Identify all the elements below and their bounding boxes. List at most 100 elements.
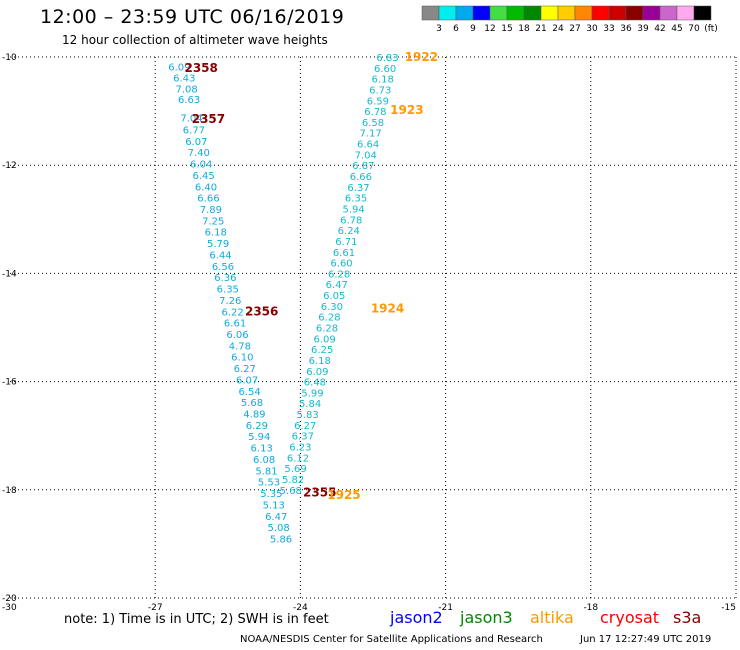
latitude-label: -18 [2, 486, 17, 496]
time-mark: 2356 [245, 304, 278, 318]
page-title: 12:00 – 23:59 UTC 06/16/2019 [40, 6, 345, 28]
longitude-label: -30 [2, 603, 17, 610]
wave-height-value: 6.43 [173, 74, 195, 85]
wave-height-value: 5.08 [267, 523, 289, 534]
longitude-label: -21 [438, 603, 453, 610]
colorbar-label: (ft) [704, 24, 718, 34]
wave-height-value: 5.68 [241, 398, 263, 409]
wave-height-value: 6.28 [318, 313, 340, 324]
wave-height-value: 5.53 [258, 478, 280, 489]
longitude-label: -27 [148, 603, 163, 610]
wave-height-value: 6.61 [333, 248, 355, 259]
legend-jason2: jason2 [390, 608, 443, 627]
wave-height-value: 5.68 [280, 486, 302, 497]
longitude-label: -15 [721, 603, 736, 610]
wave-height-value: 6.87 [352, 161, 374, 172]
wave-height-value: 6.09 [313, 334, 335, 345]
wave-height-value: 6.47 [326, 280, 348, 291]
wave-height-value: 6.05 [323, 291, 345, 302]
colorbar-label: 15 [501, 24, 512, 34]
wave-height-value: 6.37 [347, 183, 369, 194]
time-mark: 2355 [303, 486, 336, 500]
wave-height-value: 6.28 [316, 324, 338, 335]
wave-height-value: 6.10 [231, 353, 253, 364]
wave-height-value: 5.99 [301, 388, 323, 399]
colorbar-label: 42 [654, 24, 665, 34]
colorbar-label: 30 [586, 24, 598, 34]
time-mark: 2358 [184, 61, 217, 75]
wave-height-value: 5.84 [299, 399, 321, 410]
wave-height-value: 6.18 [372, 75, 394, 86]
wave-height-value: 6.18 [309, 356, 331, 367]
time-mark: 1923 [390, 103, 423, 117]
page-subtitle: 12 hour collection of altimeter wave hei… [62, 33, 328, 47]
colorbar-label: 24 [552, 24, 564, 34]
wave-height-value: 5.69 [284, 464, 306, 475]
wave-height-value: 7.26 [219, 296, 241, 307]
wave-height-value: 6.54 [238, 387, 260, 398]
wave-height-value: 5.81 [255, 466, 277, 477]
wave-height-value: 6.48 [304, 378, 326, 389]
colorbar-label: 45 [671, 24, 682, 34]
wave-height-value: 6.37 [292, 432, 314, 443]
wave-height-value: 6.44 [209, 250, 231, 261]
wave-height-value: 6.07 [185, 137, 207, 148]
wave-height-value: 7.17 [359, 129, 381, 140]
wave-height-value: 6.04 [190, 160, 212, 171]
wave-height-value: 6.77 [183, 125, 205, 136]
track-altika: 6.836.606.186.736.596.786.587.176.647.04… [280, 50, 439, 502]
colorbar-label: 27 [569, 24, 580, 34]
time-mark: 2357 [192, 112, 225, 126]
colorbar-label: 33 [603, 24, 614, 34]
colorbar-label: 18 [518, 24, 530, 34]
wave-height-value: 4.89 [243, 410, 265, 421]
latitude-label: -16 [2, 378, 17, 388]
legend-altika: altika [530, 608, 574, 627]
longitude-label: -18 [583, 603, 598, 610]
wave-height-value: 6.71 [335, 237, 357, 248]
colorbar-label: 9 [470, 24, 476, 34]
wave-height-value: 6.18 [205, 228, 227, 239]
wave-height-value: 5.83 [297, 410, 319, 421]
colorbar-label: 70 [688, 24, 700, 34]
time-mark: 1925 [327, 488, 360, 502]
wave-height-value: 6.83 [376, 53, 398, 64]
wave-height-value: 6.45 [192, 171, 214, 182]
wave-height-value: 5.82 [282, 475, 304, 486]
wave-height-value: 6.09 [168, 63, 190, 74]
wave-height-map: -10 -12 -14 -16 -18 -20-30 -27 -24 -21 -18 -15 6.09… [2, 50, 737, 610]
wave-height-value: 6.28 [328, 269, 350, 280]
colorbar-label: 3 [436, 24, 442, 34]
wave-height-value: 7.08 [176, 84, 198, 95]
wave-height-value: 6.22 [222, 307, 244, 318]
legend-jason3: jason3 [460, 608, 513, 627]
colorbar-label: 6 [453, 24, 459, 34]
wave-height-value: 7.04 [180, 114, 202, 125]
wave-height-value: 6.61 [224, 319, 246, 330]
wave-height-value: 6.59 [367, 96, 389, 107]
wave-height-value: 7.04 [355, 150, 377, 161]
wave-height-value: 5.35 [260, 489, 282, 500]
track-cryosat: 6.096.437.086.637.046.776.077.406.046.45… [168, 61, 336, 546]
wave-height-value: 6.07 [236, 375, 258, 386]
latitude-label: -10 [2, 53, 17, 63]
colorbar-label: 12 [484, 24, 495, 34]
wave-height-value: 6.23 [289, 443, 311, 454]
wave-height-value: 6.66 [197, 194, 219, 205]
wave-height-value: 6.78 [364, 107, 386, 118]
wave-height-value: 6.73 [369, 85, 391, 96]
graticule: -10 -12 -14 -16 -18 -20-30 -27 -24 -21 -18 -15 [2, 53, 737, 610]
wave-height-value: 6.08 [253, 455, 275, 466]
wave-height-value: 6.40 [195, 182, 217, 193]
wave-height-value: 6.63 [178, 95, 200, 106]
wave-height-value: 6.36 [214, 273, 236, 284]
wave-height-value: 6.24 [338, 226, 360, 237]
wave-height-value: 6.60 [374, 64, 396, 75]
wave-height-value: 6.25 [311, 345, 333, 356]
wave-height-value: 6.66 [350, 172, 372, 183]
wave-height-value: 4.78 [229, 341, 251, 352]
generation-timestamp: Jun 17 12:27:49 UTC 2019 [580, 634, 712, 645]
wave-height-value: 6.78 [340, 215, 362, 226]
wave-height-value: 6.35 [345, 194, 367, 205]
wave-height-value: 6.27 [234, 364, 256, 375]
